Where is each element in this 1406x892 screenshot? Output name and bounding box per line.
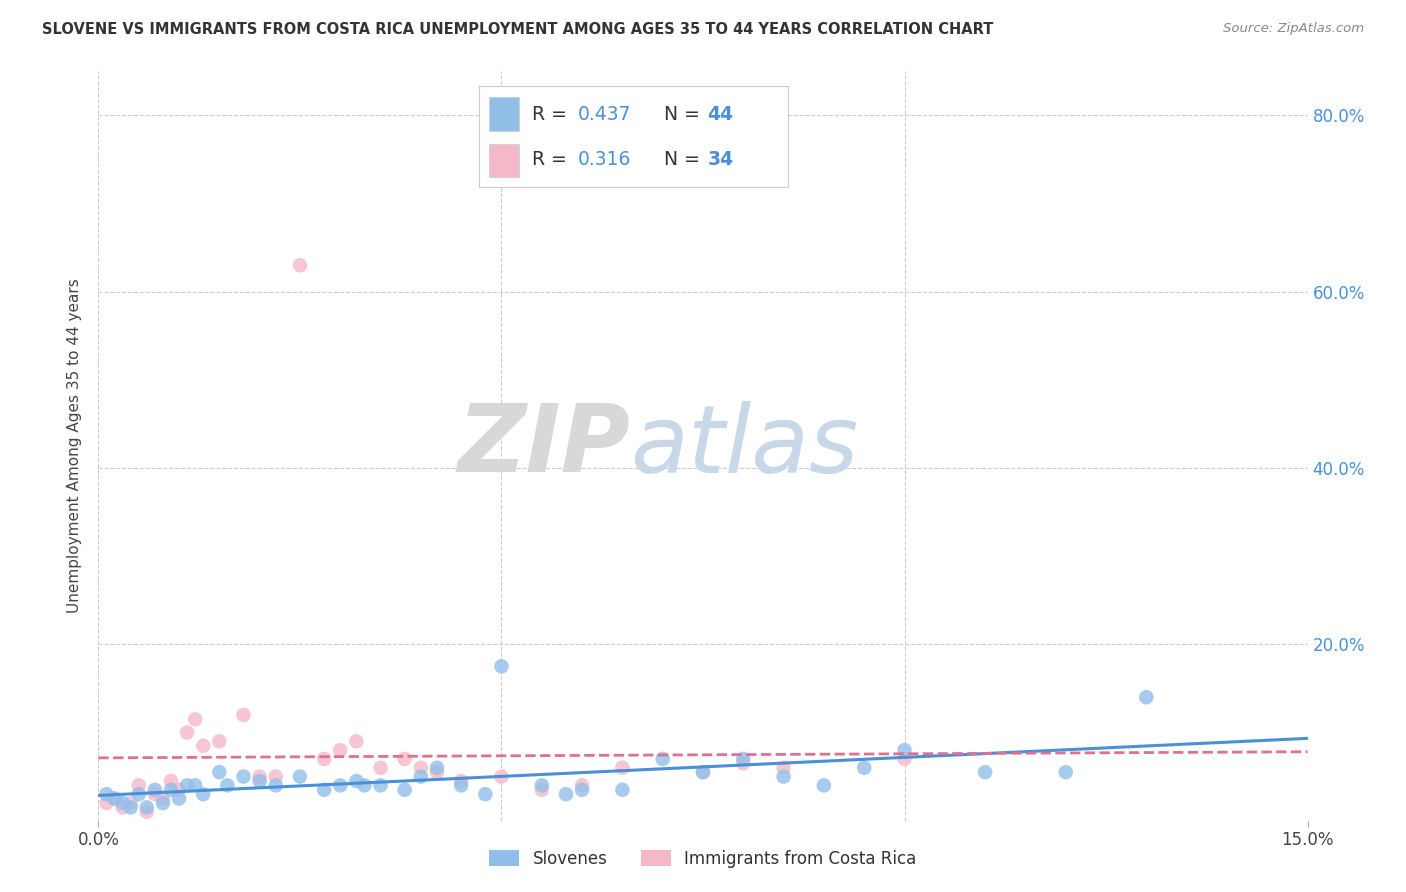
Point xyxy=(813,778,835,792)
Point xyxy=(692,765,714,780)
Point xyxy=(103,791,125,805)
Point xyxy=(128,778,150,792)
Point xyxy=(120,796,142,810)
Point xyxy=(772,761,794,775)
Point xyxy=(288,258,311,272)
Point xyxy=(96,787,118,801)
Point xyxy=(249,774,271,789)
Point xyxy=(692,765,714,780)
Point xyxy=(264,778,287,792)
Point xyxy=(1135,690,1157,705)
Legend: Slovenes, Immigrants from Costa Rica: Slovenes, Immigrants from Costa Rica xyxy=(482,844,924,875)
Point xyxy=(184,712,207,726)
Point xyxy=(176,725,198,739)
Point xyxy=(160,774,183,789)
Point xyxy=(184,778,207,792)
Text: Source: ZipAtlas.com: Source: ZipAtlas.com xyxy=(1223,22,1364,36)
Point xyxy=(135,805,157,819)
Point xyxy=(426,765,449,780)
Point xyxy=(152,791,174,805)
Point xyxy=(893,752,915,766)
Point xyxy=(491,659,513,673)
Point xyxy=(394,782,416,797)
Point xyxy=(409,770,432,784)
Point xyxy=(893,743,915,757)
Point xyxy=(450,778,472,792)
Point xyxy=(474,787,496,801)
Point xyxy=(974,765,997,780)
Point xyxy=(152,796,174,810)
Point xyxy=(264,770,287,784)
Point xyxy=(530,778,553,792)
Point xyxy=(288,770,311,784)
Text: SLOVENE VS IMMIGRANTS FROM COSTA RICA UNEMPLOYMENT AMONG AGES 35 TO 44 YEARS COR: SLOVENE VS IMMIGRANTS FROM COSTA RICA UN… xyxy=(42,22,994,37)
Point xyxy=(193,739,215,753)
Y-axis label: Unemployment Among Ages 35 to 44 years: Unemployment Among Ages 35 to 44 years xyxy=(67,278,83,614)
Point xyxy=(135,800,157,814)
Point xyxy=(176,778,198,792)
Point xyxy=(571,778,593,792)
Point xyxy=(314,782,336,797)
Point xyxy=(193,787,215,801)
Point xyxy=(733,752,755,766)
Point xyxy=(314,752,336,766)
Point xyxy=(208,765,231,780)
Point xyxy=(491,770,513,784)
Point xyxy=(232,707,254,722)
Point xyxy=(217,778,239,792)
Point xyxy=(450,774,472,789)
Point xyxy=(370,761,392,775)
Point xyxy=(128,787,150,801)
Point xyxy=(853,761,876,775)
Point xyxy=(394,752,416,766)
Point xyxy=(344,734,367,748)
Point xyxy=(120,800,142,814)
Point xyxy=(232,770,254,784)
Text: ZIP: ZIP xyxy=(457,400,630,492)
Point xyxy=(167,791,190,805)
Point xyxy=(612,782,634,797)
Point xyxy=(370,778,392,792)
Point xyxy=(111,796,134,810)
Point xyxy=(160,782,183,797)
Point xyxy=(167,782,190,797)
Point xyxy=(612,761,634,775)
Point xyxy=(651,752,673,766)
Point xyxy=(344,774,367,789)
Point xyxy=(772,770,794,784)
Point xyxy=(143,787,166,801)
Point xyxy=(329,778,352,792)
Point xyxy=(555,787,578,801)
Point xyxy=(530,782,553,797)
Point xyxy=(103,791,125,805)
Point xyxy=(329,743,352,757)
Point xyxy=(353,778,375,792)
Point xyxy=(143,782,166,797)
Point xyxy=(208,734,231,748)
Point xyxy=(426,761,449,775)
Point xyxy=(96,796,118,810)
Point xyxy=(409,761,432,775)
Point xyxy=(733,756,755,771)
Point xyxy=(571,782,593,797)
Text: atlas: atlas xyxy=(630,401,859,491)
Point xyxy=(1054,765,1077,780)
Point xyxy=(249,770,271,784)
Point xyxy=(111,800,134,814)
